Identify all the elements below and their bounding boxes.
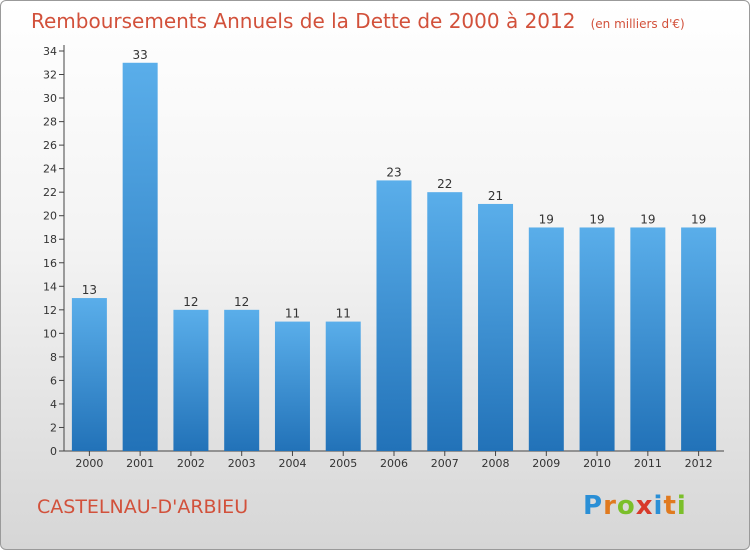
y-tick-label: 24 [43,163,57,176]
y-tick-label: 32 [43,69,57,82]
bar-value-label: 13 [82,283,97,297]
bar-value-label: 19 [589,212,604,226]
y-tick-label: 20 [43,210,57,223]
chart-title: Remboursements Annuels de la Dette de 20… [31,9,576,33]
bar [376,180,412,452]
x-tick-label: 2007 [431,457,459,470]
x-tick-label: 2009 [532,457,560,470]
logo-letter: o [616,491,636,521]
y-tick-label: 16 [43,257,57,270]
x-tick-label: 2001 [126,457,154,470]
bar-value-label: 33 [133,48,148,62]
bar [325,321,361,451]
y-tick-label: 14 [43,280,57,293]
bar [579,227,615,451]
y-tick-label: 26 [43,139,57,152]
x-tick-label: 2004 [278,457,306,470]
bar-value-label: 23 [386,165,401,179]
bar-value-label: 11 [336,307,351,321]
x-tick-label: 2000 [75,457,103,470]
bar-value-label: 19 [539,212,554,226]
logo-letter: i [653,491,664,521]
x-axis: 2000 2001 2002 2003 2004 2005 2006 2007 2008 2009… [64,450,724,470]
bar [528,227,564,451]
city-name: CASTELNAU-D'ARBIEU [37,496,249,518]
bar [630,227,666,451]
logo-letter: x [635,491,654,521]
y-tick-label: 8 [50,351,57,364]
bar-value-label: 12 [183,295,198,309]
bar-value-label: 11 [285,307,300,321]
bar [478,203,514,451]
bar [274,321,310,451]
bar-value-label: 19 [691,212,706,226]
y-tick-label: 18 [43,233,57,246]
chart-subtitle: (en milliers d'€) [590,17,685,31]
x-tick-label: 2006 [380,457,408,470]
logo-letter: P [583,491,604,521]
bar-value-label: 22 [437,177,452,191]
logo-letter: r [603,491,617,521]
logo-letter: i [676,491,687,521]
y-tick-label: 22 [43,186,57,199]
bar [224,309,260,451]
x-tick-label: 2011 [634,457,662,470]
x-tick-label: 2012 [685,457,713,470]
bar-value-label: 19 [640,212,655,226]
bar-value-label: 12 [234,295,249,309]
bars: 13 33 12 12 11 11 23 22 21 19 19 19 19 [71,48,717,452]
y-tick-label: 34 [43,45,57,58]
x-tick-label: 2005 [329,457,357,470]
y-tick-label: 12 [43,304,57,317]
y-tick-label: 4 [50,398,57,411]
bar-value-label: 21 [488,189,503,203]
y-tick-label: 6 [50,374,57,387]
y-tick-label: 0 [50,445,57,458]
x-tick-label: 2010 [583,457,611,470]
proxiti-logo: Proxiti [583,491,687,521]
x-tick-label: 2002 [177,457,205,470]
x-tick-label: 2008 [482,457,510,470]
bar [681,227,717,451]
y-tick-label: 30 [43,92,57,105]
bar [71,298,107,451]
y-tick-label: 2 [50,421,57,434]
x-tick-label: 2003 [228,457,256,470]
y-tick-label: 28 [43,116,57,129]
bar [427,192,463,452]
bar [173,309,209,451]
logo-letter: t [663,491,677,521]
y-tick-label: 10 [43,327,57,340]
title-row: Remboursements Annuels de la Dette de 20… [31,9,685,33]
bar [122,62,158,451]
